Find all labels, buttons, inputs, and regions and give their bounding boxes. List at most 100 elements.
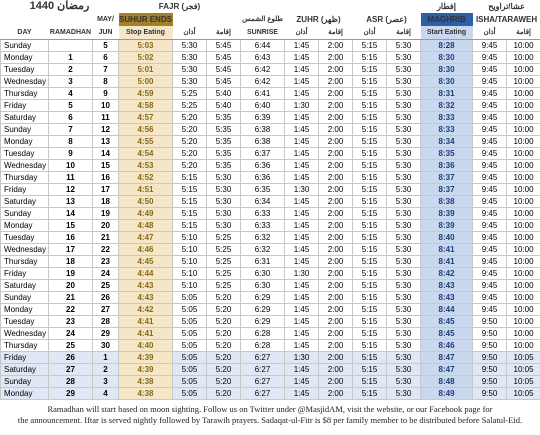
row: Tuesday 9 14 4:54 5:20 5:35 6:37 1:45 2:00 5:15 5:…	[0, 147, 540, 160]
cell: 5:15	[352, 231, 388, 244]
row: Tuesday 2 7 5:01 5:30 5:45 6:42 1:45 2:00 5:15 5:3…	[0, 63, 540, 76]
cell: 5:02	[118, 51, 173, 64]
cell: 4:46	[118, 243, 173, 256]
cell: 1	[92, 351, 119, 364]
row: Sunday 7 12 4:56 5:20 5:35 6:38 1:45 2:00 5:15 5:3…	[0, 123, 540, 136]
row: Tuesday 23 28 4:41 5:05 5:20 6:29 1:45 2:00 5:15 5…	[0, 315, 540, 328]
cell: 9	[48, 147, 93, 160]
cell: 2:00	[318, 75, 354, 88]
cell: 2:00	[318, 63, 354, 76]
header-row: رمضان 1440 FAJR (فجر) إفطار عشا/تراويح	[1, 0, 540, 13]
cell: 5:45	[205, 39, 242, 52]
row: Friday 19 24 4:44 5:10 5:25 6:30 1:30 2:00 5:15 5:…	[0, 267, 540, 280]
cell: 6:29	[240, 315, 286, 328]
row: Monday 15 20 4:48 5:15 5:30 6:33 1:45 2:00 5:15 5:…	[0, 219, 540, 232]
cell: 5:30	[386, 147, 422, 160]
cell: Saturday	[0, 195, 49, 208]
cell: 10:00	[506, 111, 540, 124]
cell: 1:45	[284, 303, 320, 316]
cell: 8:32	[420, 99, 474, 112]
cell: 20	[92, 219, 119, 232]
cell: 15	[48, 219, 93, 232]
footer-line: Ramadhan will start based on moon sighti…	[47, 404, 493, 414]
cell: 5:15	[352, 123, 388, 136]
cell: 5:15	[352, 363, 388, 376]
cell: 1:45	[284, 135, 320, 148]
cell: 1:30	[284, 183, 320, 196]
column-label: إقامة	[318, 26, 353, 40]
cell: 8:31	[420, 87, 474, 100]
maghrib-header: MAGHRIB	[420, 13, 473, 26]
cell: 9:45	[472, 63, 508, 76]
cell: 8:28	[420, 39, 474, 52]
cell: 9:50	[472, 327, 508, 340]
cell: Friday	[0, 99, 49, 112]
cell: 3	[92, 375, 119, 388]
cell: 5:35	[205, 159, 242, 172]
cell: 10:00	[506, 159, 540, 172]
cell: Sunday	[0, 291, 49, 304]
cell: 10:00	[506, 195, 540, 208]
cell: 23	[48, 315, 93, 328]
column-label: إقامة	[506, 26, 540, 40]
cell: 1:45	[284, 243, 320, 256]
cell: 10:00	[506, 123, 540, 136]
cell: 8:45	[420, 327, 474, 340]
cell: 21	[92, 231, 119, 244]
cell: 5:25	[172, 87, 207, 100]
cell: 2:00	[318, 219, 354, 232]
cell: 8:45	[420, 315, 474, 328]
cell: 9:45	[472, 183, 508, 196]
cell: Monday	[0, 303, 49, 316]
cell: 20	[48, 279, 93, 292]
cell: 30	[92, 339, 119, 352]
cell: 1:45	[284, 291, 320, 304]
cell: 22	[48, 303, 93, 316]
cell: 8:37	[420, 183, 474, 196]
cell: 5:35	[205, 135, 242, 148]
cell: 2:00	[318, 303, 354, 316]
cell: 1:45	[284, 195, 320, 208]
cell: 9:45	[472, 243, 508, 256]
row: Sunday 5 5:03 5:30 5:45 6:44 1:45 2:00 5:15 5:30 8…	[0, 39, 540, 52]
cell: 5:20	[205, 339, 242, 352]
cell: 5:05	[172, 351, 207, 364]
cell: 1:45	[284, 75, 320, 88]
cell: 27	[48, 363, 93, 376]
cell: 2:00	[318, 387, 354, 400]
cell: 5:45	[205, 75, 242, 88]
cell: 26	[48, 351, 93, 364]
cell: 4:39	[118, 363, 173, 376]
cell: 5:30	[386, 111, 422, 124]
cell: 5:15	[352, 99, 388, 112]
row: Saturday 6 11 4:57 5:20 5:35 6:39 1:45 2:00 5:15 5…	[0, 111, 540, 124]
cell: 19	[48, 267, 93, 280]
cell: 2:00	[318, 375, 354, 388]
column-label: Stop Eating	[118, 26, 173, 40]
cell: 28	[92, 315, 119, 328]
column-row: DAY RAMADHAN JUN Stop Eating أذان إقامة SUNRIS…	[0, 26, 540, 40]
cell: 1:45	[284, 219, 320, 232]
cell: 5:20	[172, 123, 207, 136]
cell: 5:15	[352, 351, 388, 364]
cell: 2:00	[318, 39, 354, 52]
title: رمضان 1440	[29, 0, 90, 12]
cell: 5:30	[386, 363, 422, 376]
cell: 5:30	[172, 39, 207, 52]
cell: 5:15	[172, 171, 207, 184]
cell: 5:35	[205, 147, 242, 160]
cell: 10:00	[506, 255, 540, 268]
cell: 18	[48, 255, 93, 268]
cell: Saturday	[0, 111, 49, 124]
cell: 5:15	[352, 327, 388, 340]
cell: 11	[48, 171, 93, 184]
cell: 6:33	[240, 219, 286, 232]
cell: 5:30	[386, 39, 422, 52]
cell: 4:38	[118, 387, 173, 400]
cell: 5:10	[172, 243, 207, 256]
row: Sunday 14 19 4:49 5:15 5:30 6:33 1:45 2:00 5:15 5:…	[0, 207, 540, 220]
cell: 6:42	[240, 63, 286, 76]
cell: 10:00	[506, 243, 540, 256]
cell: 6:34	[240, 195, 286, 208]
cell: 4:51	[118, 183, 173, 196]
